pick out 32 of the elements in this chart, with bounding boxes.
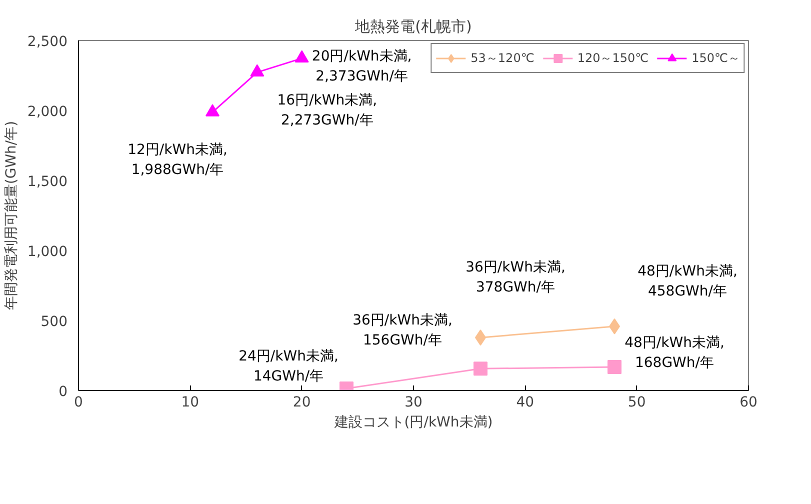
legend-label: 150℃～	[692, 50, 740, 66]
y-tick-label: 1,500	[27, 174, 68, 190]
y-tick-label: 0	[58, 384, 68, 400]
data-label: 48円/kWh未満, 458GWh/年	[638, 263, 738, 300]
chart-title: 地熱発電(札幌市)	[354, 18, 472, 36]
point	[206, 104, 220, 116]
data-label: 16円/kWh未満, 2,273GWh/年	[277, 92, 378, 128]
y-tick-label: 2,500	[27, 34, 68, 50]
data-label: 24円/kWh未満, 14GWh/年	[238, 348, 338, 385]
x-tick-label: 60	[740, 394, 758, 410]
point	[608, 360, 622, 374]
y-tick-label: 2,000	[27, 104, 68, 120]
y-tick-label: 500	[40, 314, 68, 330]
data-label: 36円/kWh未満, 378GWh/年	[466, 260, 566, 296]
data-label: 48円/kWh未満, 168GWh/年	[624, 334, 724, 371]
y-tick-label: 1,000	[27, 244, 68, 260]
data-label: 12円/kWh未満, 1,988GWh/年	[128, 142, 228, 178]
data-label: 20円/kWh未満, 2,373GWh/年	[312, 48, 412, 84]
x-tick-label: 30	[404, 394, 422, 410]
y-axis-title: 年間発電利用可能量(GWh/年)	[3, 120, 20, 310]
x-tick-label: 40	[516, 394, 534, 410]
x-tick-label: 20	[292, 394, 311, 410]
data-label: 36円/kWh未満, 156GWh/年	[352, 312, 452, 349]
x-axis-title: 建設コスト(円/kWh未満)	[333, 414, 493, 430]
point	[250, 64, 264, 77]
point	[474, 362, 488, 376]
legend-label: 120～150℃	[577, 50, 649, 66]
legend-label: 53～120℃	[470, 50, 534, 66]
x-tick-label: 10	[181, 394, 200, 410]
x-tick-label: 0	[74, 394, 83, 410]
x-tick-label: 50	[628, 394, 646, 410]
point	[294, 50, 309, 63]
